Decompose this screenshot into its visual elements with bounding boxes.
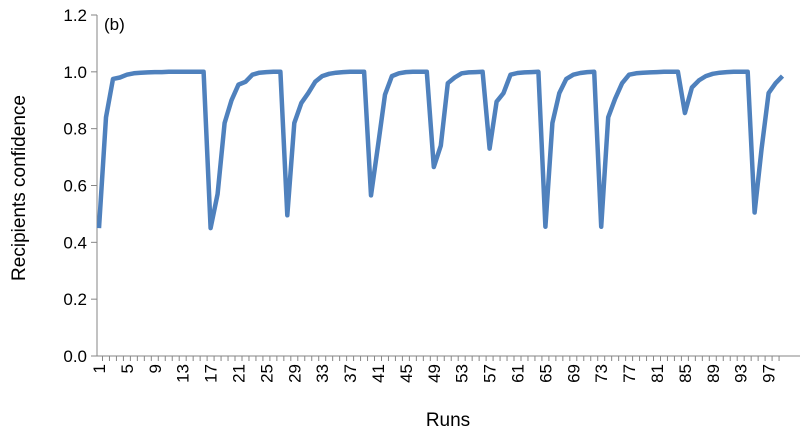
x-tick-label: 1 <box>90 364 109 373</box>
x-tick-label: 93 <box>732 364 751 383</box>
x-tick-label: 25 <box>257 364 276 383</box>
y-axis-title: Recipients confidence <box>9 95 30 281</box>
y-tick-label: 0.0 <box>63 347 87 366</box>
x-tick-label: 77 <box>620 364 639 383</box>
y-tick-label: 1.2 <box>63 6 87 25</box>
x-tick-label: 41 <box>369 364 388 383</box>
x-tick-label: 37 <box>341 364 360 383</box>
plot-series <box>96 69 785 231</box>
series-line <box>96 69 785 231</box>
x-tick-label: 13 <box>174 364 193 383</box>
x-tick-label: 81 <box>648 364 667 383</box>
x-tick-label: 73 <box>592 364 611 383</box>
x-tick-label: 65 <box>536 364 555 383</box>
x-tick-label: 33 <box>313 364 332 383</box>
x-tick-label: 21 <box>230 364 249 383</box>
y-tick-label: 1.0 <box>63 63 87 82</box>
x-tick-label: 69 <box>564 364 583 383</box>
x-tick-label: 49 <box>425 364 444 383</box>
x-tick-label: 9 <box>146 364 165 373</box>
x-tick-label: 85 <box>676 364 695 383</box>
x-tick-label: 97 <box>760 364 779 383</box>
x-tick-label: 89 <box>704 364 723 383</box>
x-tick-label: 53 <box>453 364 472 383</box>
panel-label: (b) <box>104 15 125 34</box>
y-tick-label: 0.6 <box>63 177 87 196</box>
y-tick-label: 0.8 <box>63 120 87 139</box>
x-tick-label: 29 <box>285 364 304 383</box>
y-axis: 0.0 0.2 0.4 0.6 0.8 1.0 1.2 <box>63 6 98 366</box>
x-tick-label: 5 <box>118 364 137 373</box>
x-axis: 1 5 9 13 17 21 25 29 33 37 41 45 49 53 57 61 65 69 73 77 81 8… <box>90 355 800 383</box>
x-tick-label: 17 <box>202 364 221 383</box>
y-tick-label: 0.2 <box>63 290 87 309</box>
x-axis-title: Runs <box>426 410 470 431</box>
y-tick-label: 0.4 <box>63 233 87 252</box>
x-tick-label: 57 <box>481 364 500 383</box>
x-tick-label: 61 <box>509 364 528 383</box>
x-tick-label: 45 <box>397 364 416 383</box>
